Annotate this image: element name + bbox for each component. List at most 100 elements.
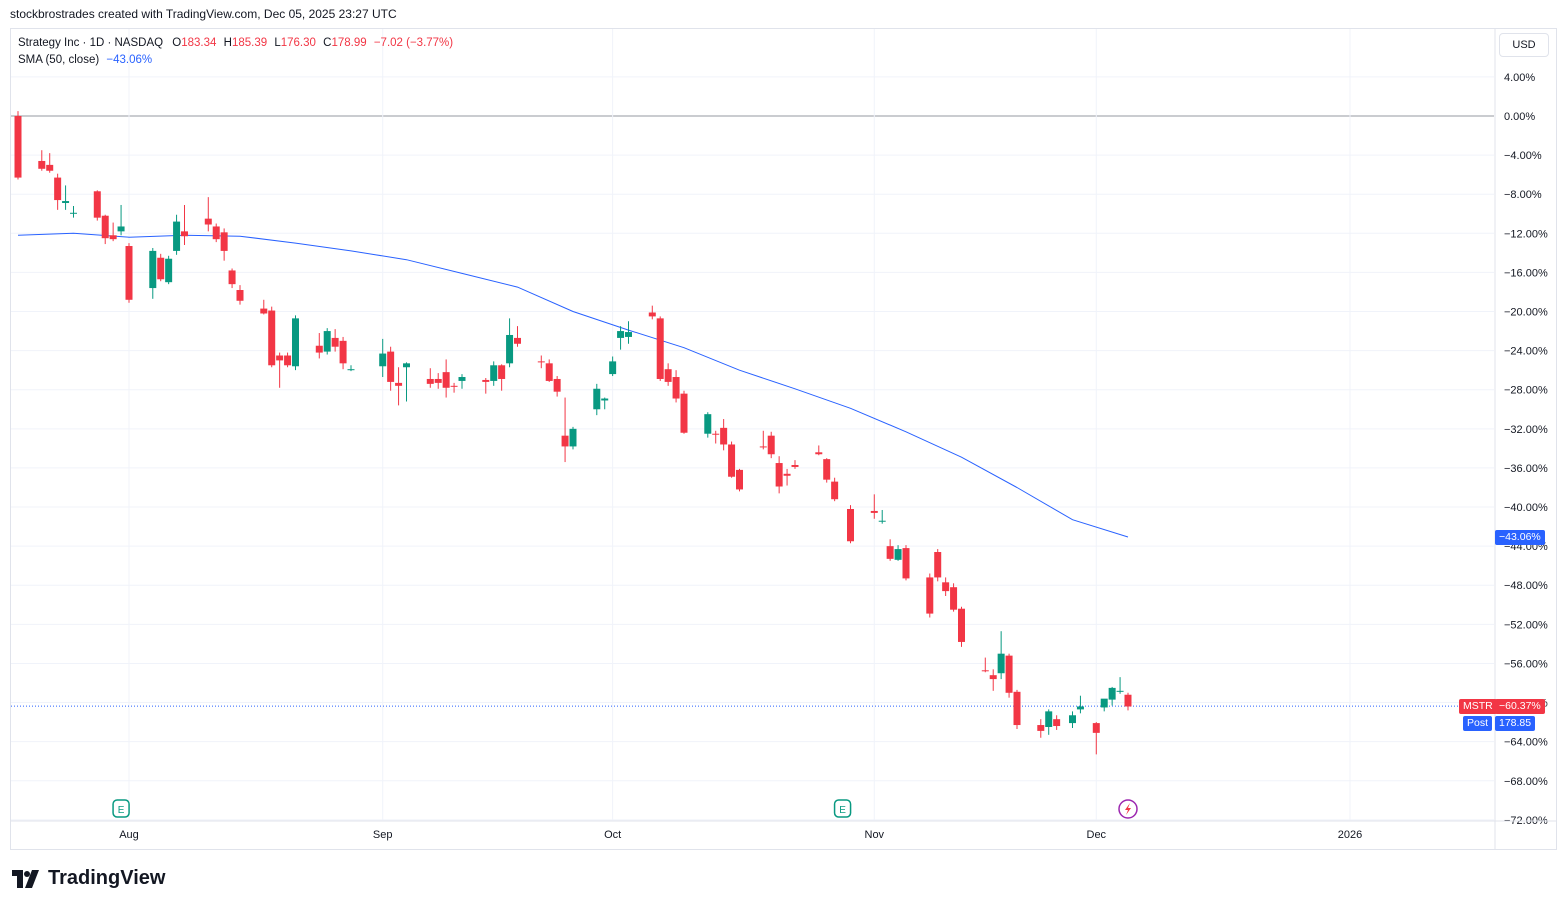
candle-body (46, 164, 54, 171)
candle-body (942, 582, 950, 592)
candle-body (1076, 706, 1084, 710)
candle-body (54, 177, 62, 201)
candle-body (212, 226, 220, 240)
legend-change: −7.02 (−3.77%) (373, 37, 454, 49)
y-tick-label: −52.00% (1504, 619, 1548, 631)
candle-body (934, 552, 942, 578)
y-tick-label: −16.00% (1504, 267, 1548, 279)
candle-body (1069, 715, 1076, 724)
legend: Strategy Inc · 1D · NASDAQ O183.34 H185.… (18, 35, 453, 69)
svg-text:E: E (839, 805, 846, 816)
legend-close: 178.99 (331, 37, 367, 49)
change-pct-tag: −60.37% (1495, 699, 1545, 714)
legend-ohlc-row: Strategy Inc · 1D · NASDAQ O183.34 H185.… (18, 35, 453, 52)
candle-body (791, 465, 799, 467)
candle-body (878, 520, 886, 522)
candle-body (1124, 694, 1132, 707)
legend-symbol[interactable]: Strategy Inc · 1D · NASDAQ (18, 37, 164, 49)
y-tick-label: −36.00% (1504, 463, 1548, 475)
candle-body (442, 372, 450, 388)
x-tick-label: 2026 (1338, 829, 1362, 841)
legend-high: 185.39 (231, 37, 268, 49)
candle-body (1108, 687, 1116, 700)
candle-body (434, 378, 442, 383)
candle-body (181, 231, 188, 237)
candle-body (870, 510, 878, 513)
currency-button[interactable]: USD (1499, 33, 1549, 57)
candle-body (450, 385, 458, 387)
candle-body (165, 258, 173, 283)
candle-body (823, 459, 831, 480)
legend-low: 176.30 (280, 37, 316, 49)
candle-body (379, 353, 387, 367)
candle-body (323, 331, 331, 352)
y-tick-label: −40.00% (1504, 502, 1548, 514)
candle-body (292, 318, 299, 367)
candle-body (902, 548, 910, 579)
candle-body (173, 221, 181, 251)
candle-body (1037, 725, 1045, 731)
y-tick-label: −48.00% (1504, 580, 1548, 592)
y-tick-label: −4.00% (1504, 150, 1542, 162)
candle-body (728, 444, 736, 477)
candle-body (1013, 691, 1021, 726)
candle-body (950, 587, 958, 610)
candle-body (157, 257, 165, 280)
candle-body (648, 312, 656, 317)
candle-body (680, 393, 688, 433)
candle-body (1116, 690, 1124, 692)
candle-body (315, 345, 323, 353)
legend-close-label: C (323, 37, 332, 49)
x-tick-label: Dec (1087, 829, 1107, 841)
y-tick-label: −56.00% (1504, 658, 1548, 670)
y-tick-label: 0.00% (1504, 111, 1535, 123)
y-tick-label: −12.00% (1504, 228, 1548, 240)
candle-body (783, 473, 791, 476)
candle-body (101, 215, 109, 239)
tradingview-logo-icon (12, 869, 39, 888)
tradingview-logo[interactable]: TradingView (12, 867, 165, 890)
y-tick-label: −24.00% (1504, 346, 1548, 358)
earnings-marker-icon: E (112, 799, 130, 818)
legend-open: 183.34 (181, 37, 217, 49)
legend-open-label: O (172, 37, 182, 49)
candle-body (712, 433, 720, 435)
candle-body (767, 435, 775, 455)
candle-body (553, 378, 561, 392)
candle-body (38, 160, 46, 169)
candle-body (284, 355, 292, 366)
candle-body (894, 549, 902, 560)
x-tick-label: Aug (119, 829, 139, 841)
candle-body (704, 414, 712, 434)
y-tick-label: −20.00% (1504, 307, 1548, 319)
candle-body (958, 608, 965, 642)
candle-body (664, 369, 672, 382)
legend-sma-value: −43.06% (106, 54, 153, 66)
candle-body (601, 398, 609, 401)
y-tick-label: −32.00% (1504, 424, 1548, 436)
candle-body (989, 675, 997, 680)
candle-body (997, 653, 1005, 674)
candle-body (886, 546, 894, 559)
candle-body (498, 365, 506, 379)
legend-sma-label[interactable]: SMA (50, close) (18, 54, 100, 66)
candle-body (268, 310, 276, 366)
candle-body (149, 250, 157, 289)
tradingview-logo-text: TradingView (48, 867, 166, 889)
candle-body (593, 388, 601, 410)
y-tick-label: −64.00% (1504, 737, 1548, 749)
x-tick-label: Sep (373, 829, 393, 841)
candle-body (545, 363, 553, 381)
candle-body (236, 290, 244, 301)
ticker-tag: MSTR (1459, 699, 1497, 714)
candle-body (276, 355, 284, 361)
attribution-text: stockbrostrades created with TradingView… (10, 7, 397, 21)
candle-body (1053, 719, 1061, 727)
candle-body (387, 351, 395, 382)
candle-body (569, 428, 577, 447)
candle-body (125, 246, 133, 300)
post-price-tag: 178.85 (1495, 716, 1536, 731)
candle-body (514, 337, 521, 344)
legend-low-label: L (274, 37, 281, 49)
